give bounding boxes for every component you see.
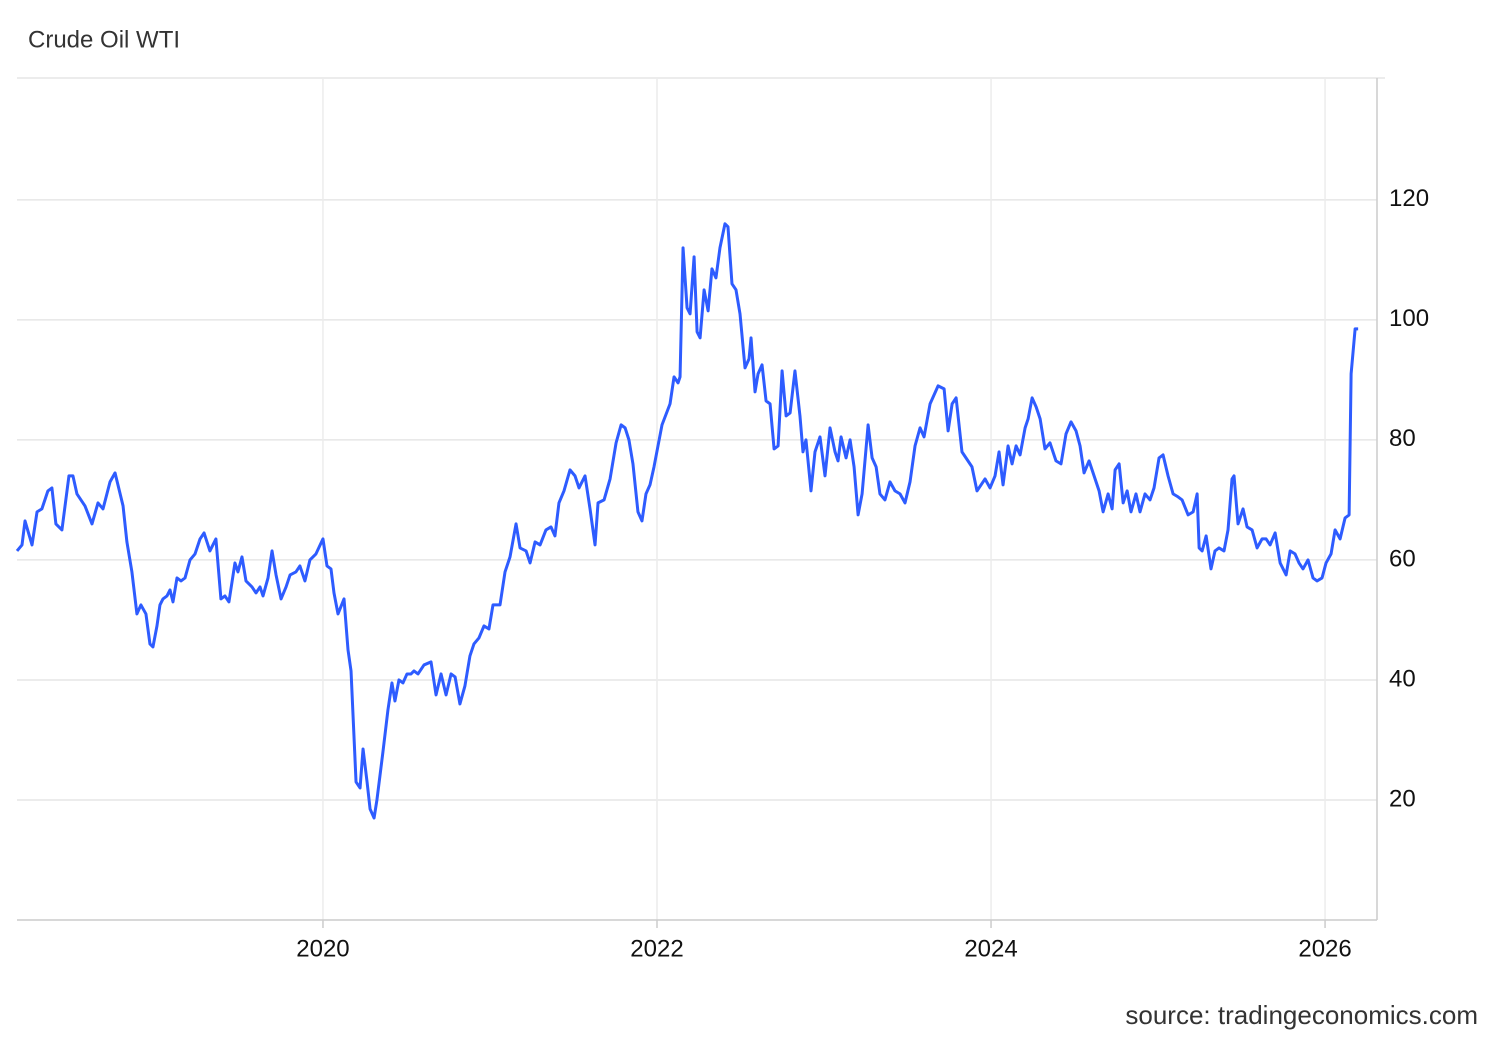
y-tick-label: 120 — [1389, 185, 1429, 212]
x-tick-label: 2026 — [1298, 935, 1351, 962]
y-tick-label: 100 — [1389, 305, 1429, 332]
x-tick-label: 2022 — [630, 935, 683, 962]
price-line — [15, 222, 1359, 820]
y-tick-label: 40 — [1389, 665, 1416, 692]
y-tick-label: 80 — [1389, 425, 1416, 452]
y-tick-label: 20 — [1389, 785, 1416, 812]
source-note: source: tradingeconomics.com — [1125, 1000, 1478, 1030]
chart-title: Crude Oil WTI — [28, 26, 180, 53]
x-tick-label: 2024 — [964, 935, 1017, 962]
x-tick-label: 2020 — [296, 935, 349, 962]
y-tick-label: 60 — [1389, 545, 1416, 572]
